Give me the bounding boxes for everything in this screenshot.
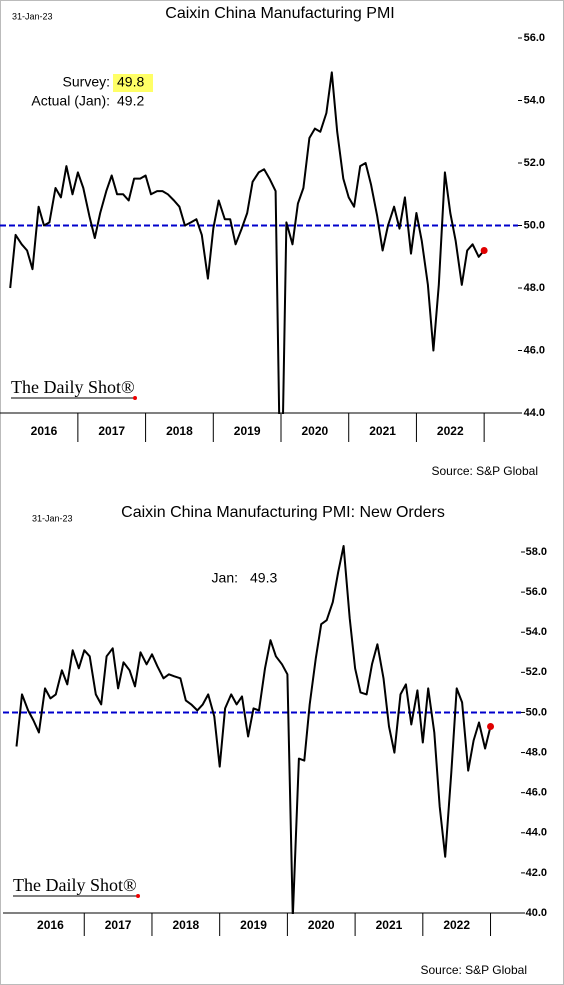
highlight [113,74,153,92]
x-tick-label: 2016 [37,918,64,932]
chart-title: Caixin China Manufacturing PMI: New Orde… [121,504,445,521]
annotation-value: 49.2 [117,93,144,109]
y-tick-label: 52.0 [524,157,545,169]
y-tick-label: 44.0 [524,407,545,419]
x-tick-label: 2017 [98,424,125,438]
annotation-label: Survey: [63,74,110,90]
x-tick-label: 2019 [234,424,261,438]
x-tick-label: 2016 [31,424,58,438]
source: Source: S&P Global [420,963,527,977]
x-tick-label: 2018 [166,424,193,438]
x-tick-label: 2019 [240,918,267,932]
plot-lines [9,71,485,414]
y-tick-label: 56.0 [524,32,545,44]
x-tick-label: 2017 [105,918,132,932]
latest-point [480,247,488,254]
y-tick-label: 54.0 [524,94,545,106]
x-tick-label: 2021 [376,918,403,932]
annotation-value: 49.8 [117,74,144,90]
y-tick-label: 46.0 [524,344,545,356]
logo: The Daily Shot® [11,377,135,397]
series-line [9,71,485,414]
plot-lines [15,545,492,914]
y-tick-label: 54.0 [526,626,547,638]
logo: The Daily Shot® [13,875,137,895]
y-tick-label: 48.0 [524,282,545,294]
y-tick-label: 58.0 [526,546,547,558]
y-tick-label: 48.0 [526,746,547,758]
date-stamp: 31-Jan-23 [32,513,73,523]
y-tick-label: 40.0 [526,907,547,919]
x-tick-label: 2020 [308,918,335,932]
logo-dot [133,396,137,400]
annotation-value: 49.3 [250,570,277,586]
source: Source: S&P Global [431,464,538,478]
x-tick-label: 2020 [302,424,329,438]
latest-point [487,722,495,730]
x-tick-label: 2022 [437,424,464,438]
x-tick-label: 2021 [369,424,396,438]
y-tick-label: 56.0 [526,586,547,598]
y-tick-label: 42.0 [526,867,547,879]
annotation-label: Actual (Jan): [31,93,110,109]
x-tick-label: 2022 [443,918,470,932]
y-tick-label: 44.0 [526,827,547,839]
y-tick-label: 50.0 [526,706,547,718]
chart-title: Caixin China Manufacturing PMI [165,5,394,22]
y-tick-label: 46.0 [526,787,547,799]
logo-dot [136,894,140,898]
annotation-label: Jan: [212,570,238,586]
date-stamp: 31-Jan-23 [12,11,53,21]
y-tick-label: 50.0 [524,219,545,231]
y-tick-label: 52.0 [526,666,547,678]
series-line [15,545,492,914]
x-tick-label: 2018 [172,918,199,932]
